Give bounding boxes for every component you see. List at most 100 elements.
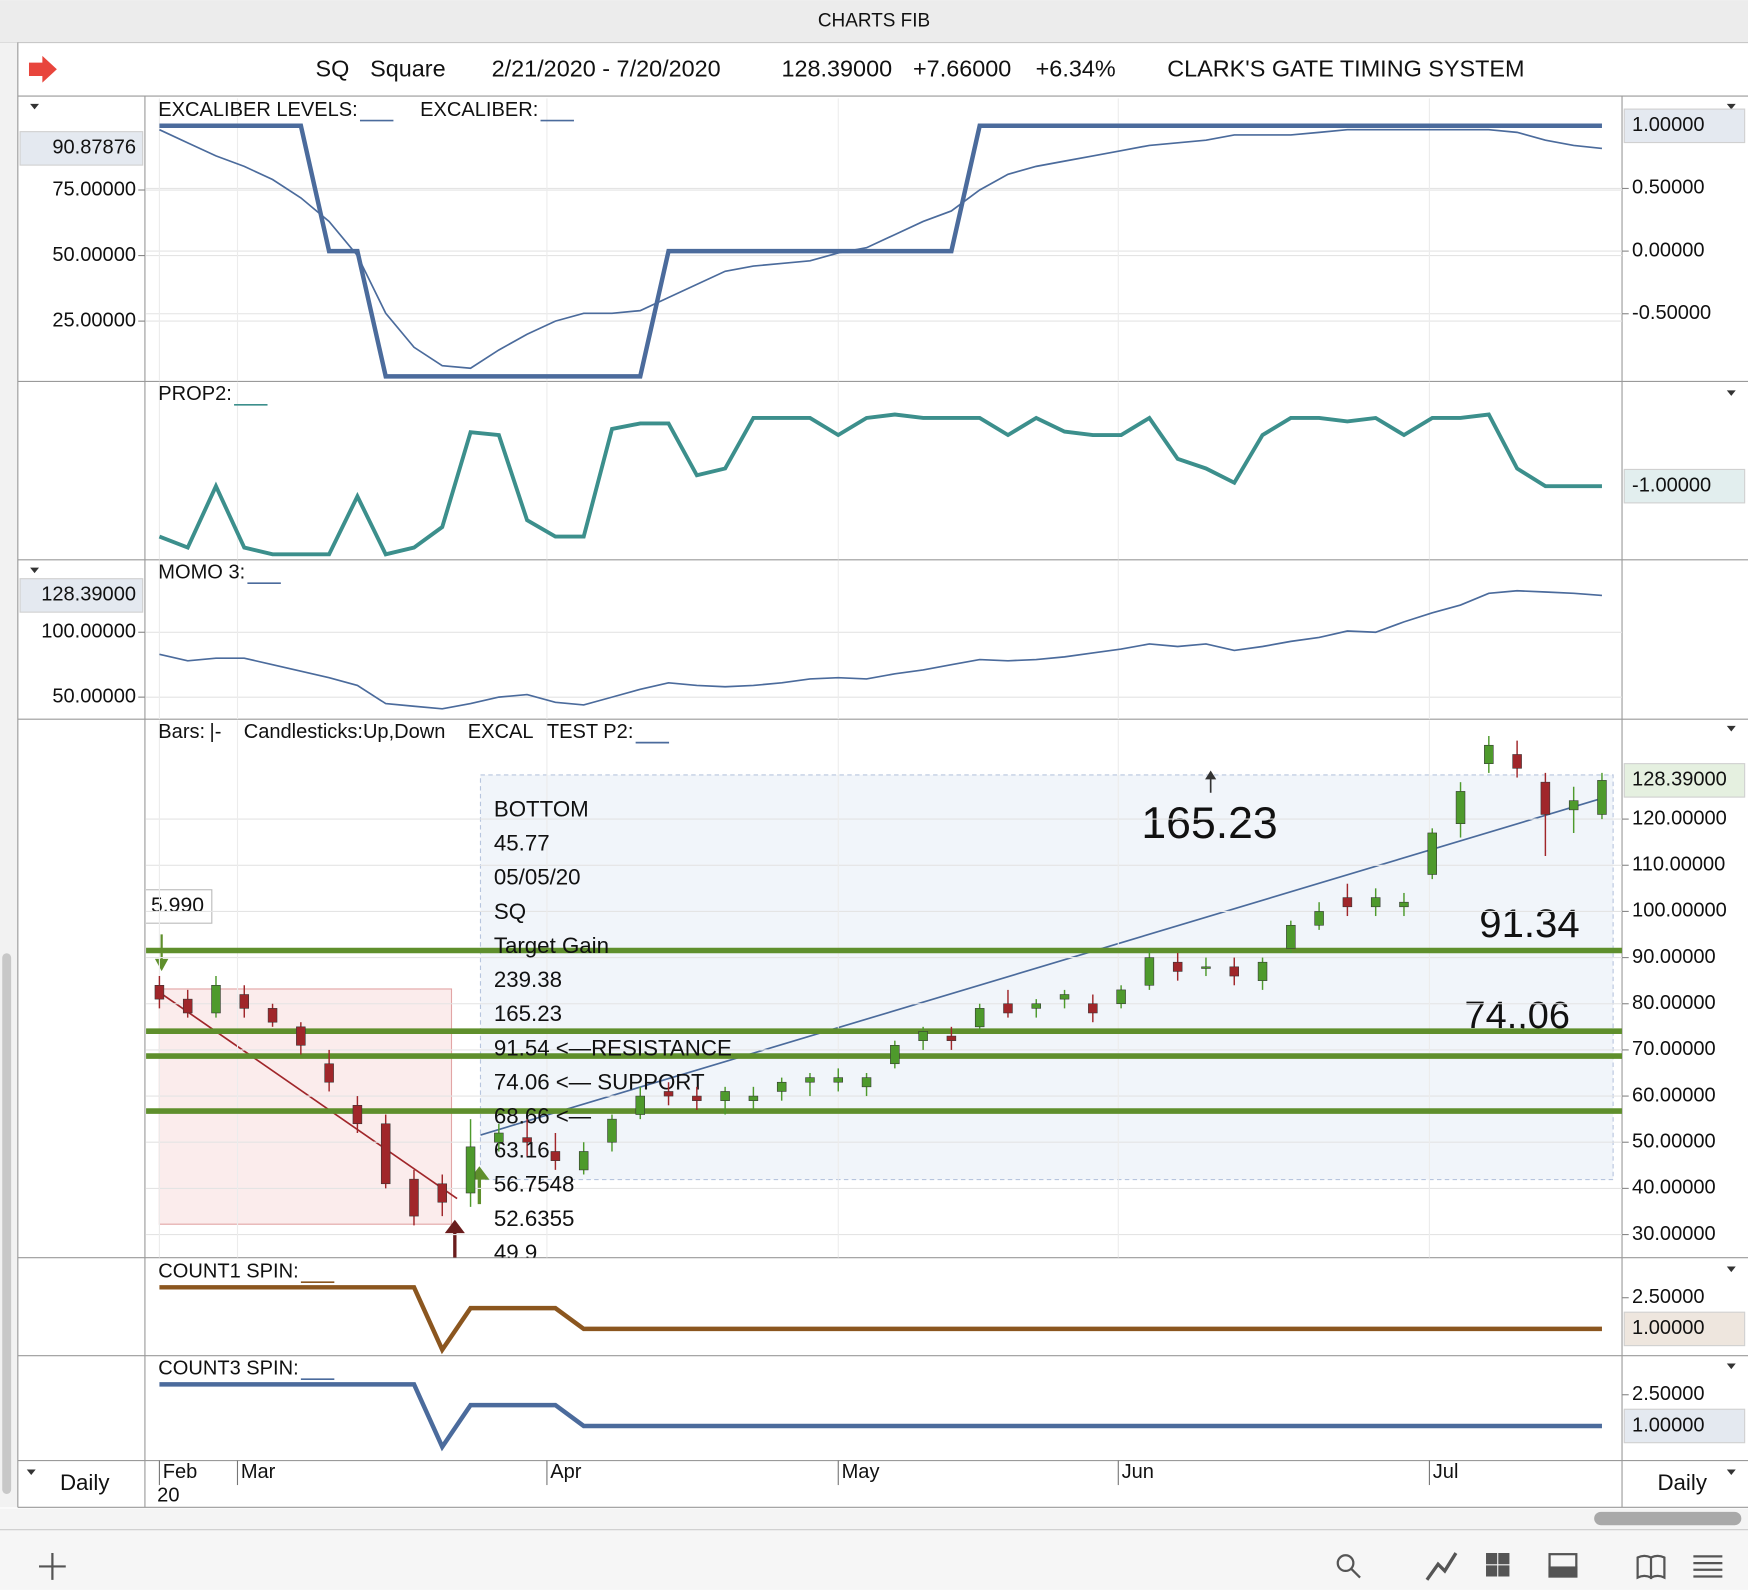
y-tick-label: 30.00000	[1632, 1223, 1716, 1245]
candle-body	[409, 1178, 419, 1217]
period[interactable]: Daily	[1657, 1470, 1707, 1495]
x-tick-label: Mar	[241, 1461, 276, 1483]
candle-body	[607, 1118, 617, 1143]
note-line: 56.7548	[494, 1172, 575, 1197]
menu-chevron[interactable]	[30, 567, 40, 574]
x-tick-label: Apr	[550, 1461, 582, 1483]
candle-body	[1540, 781, 1551, 815]
candle-body	[239, 994, 250, 1009]
menu-chevron[interactable]	[1726, 1469, 1736, 1476]
menu-chevron[interactable]	[26, 1469, 36, 1476]
resistance-label: 91.34	[1479, 901, 1579, 946]
note-line: 45.77	[494, 831, 550, 856]
menu-chevron[interactable]	[1726, 725, 1736, 732]
candle-body	[154, 985, 165, 1000]
value-badge	[1623, 763, 1746, 798]
y-tick-label: 120.00000	[1632, 807, 1727, 829]
panel	[159, 1285, 1602, 1355]
candle-body	[776, 1081, 787, 1092]
candle-body	[1144, 957, 1155, 986]
candle-body	[296, 1026, 306, 1046]
target-label: 165.23	[1141, 799, 1277, 848]
candle-body	[1512, 754, 1522, 769]
y-tick-label: 40.00000	[1632, 1177, 1716, 1199]
y-tick-label: 2.50000	[1632, 1383, 1704, 1405]
toolbar	[0, 1529, 1748, 1590]
title-bar	[0, 0, 1748, 43]
candle-body	[1314, 911, 1324, 926]
candle-body	[1427, 832, 1437, 875]
arrow	[444, 1219, 465, 1234]
candle-body	[861, 1077, 872, 1088]
candle-body	[578, 1151, 589, 1171]
y-tick-label: 0.00000	[1632, 239, 1704, 261]
value-badge	[1623, 1311, 1746, 1347]
menu-chevron[interactable]	[1726, 390, 1736, 396]
scroll-area	[0, 1508, 1748, 1530]
candle-body	[522, 1137, 532, 1143]
y-tick-label: 90.00000	[1632, 946, 1716, 968]
menu-chevron[interactable]	[1726, 1266, 1736, 1273]
legend-label: EXCALIBER LEVELS:	[158, 99, 357, 121]
legend-label: Up	[363, 721, 389, 743]
value-badge-label: 1.00000	[1632, 114, 1704, 136]
value-badge-label: 128.39000	[41, 584, 136, 606]
note-line: 91.54 <—RESISTANCE	[494, 1035, 732, 1060]
candle-body	[352, 1105, 363, 1125]
panel-frame	[17, 42, 1748, 1508]
value-badge	[1623, 1408, 1746, 1444]
value-badge	[1623, 468, 1746, 504]
symbol: SQ	[315, 56, 349, 82]
value-badge-label: 1.00000	[1632, 1317, 1704, 1339]
search-handle	[1350, 1567, 1361, 1579]
candle-body	[1201, 966, 1211, 969]
search-button[interactable]	[1336, 1554, 1355, 1573]
up-trend	[480, 797, 1603, 1136]
candle-body	[890, 1045, 900, 1065]
arrow	[154, 958, 169, 972]
legend-label: Down	[394, 721, 445, 743]
menu-chevron[interactable]	[30, 103, 40, 110]
candle-body	[748, 1095, 759, 1101]
legend-label: Candlesticks:	[244, 721, 363, 743]
book-button[interactable]	[1636, 1554, 1666, 1580]
candle-body	[494, 1132, 504, 1143]
candle-body	[833, 1077, 843, 1083]
layout-button[interactable]	[1486, 1553, 1510, 1577]
value-badge-label: -1.00000	[1632, 474, 1711, 496]
x-tick-label: May	[842, 1461, 880, 1483]
menu-button[interactable]	[1693, 1555, 1723, 1578]
candle-body	[1003, 1003, 1013, 1014]
candle-body	[805, 1077, 815, 1083]
add-button[interactable]	[39, 1553, 66, 1580]
value-badge	[1623, 108, 1746, 144]
legend-label: |-	[210, 721, 222, 743]
legend-label: COUNT3 SPIN:	[158, 1357, 298, 1379]
legend-label: COUNT1 SPIN:	[158, 1260, 298, 1282]
line-series	[159, 589, 1603, 710]
value-badge-label: 1.00000	[1632, 1414, 1704, 1436]
candle-body	[692, 1095, 702, 1101]
menu-chevron[interactable]	[1726, 1363, 1736, 1370]
legend-label: EXCALIBER:	[420, 99, 538, 121]
value-badge-label: 90.87876	[52, 137, 136, 159]
scrollbar[interactable]	[2, 953, 12, 1494]
y-tick-label: -0.50000	[1632, 302, 1711, 324]
y-tick-label: 60.00000	[1632, 1084, 1716, 1106]
projection-zone	[479, 774, 1614, 1181]
menu-chevron[interactable]	[1726, 103, 1736, 110]
y-tick-label: 50.00000	[1632, 1131, 1716, 1153]
nav-arrow[interactable]	[28, 55, 57, 83]
period[interactable]: Daily	[60, 1470, 110, 1495]
line-series	[159, 1285, 1602, 1355]
candle-body	[720, 1091, 730, 1101]
label-box	[146, 889, 213, 924]
candle-body	[1286, 924, 1296, 949]
x-tick-label: Jun	[1122, 1461, 1154, 1483]
draw-button[interactable]	[1425, 1552, 1458, 1581]
h-scrollbar[interactable]	[1594, 1511, 1742, 1526]
candle-body	[1257, 961, 1268, 981]
candle-body	[1342, 897, 1353, 908]
candle-body	[946, 1035, 957, 1041]
